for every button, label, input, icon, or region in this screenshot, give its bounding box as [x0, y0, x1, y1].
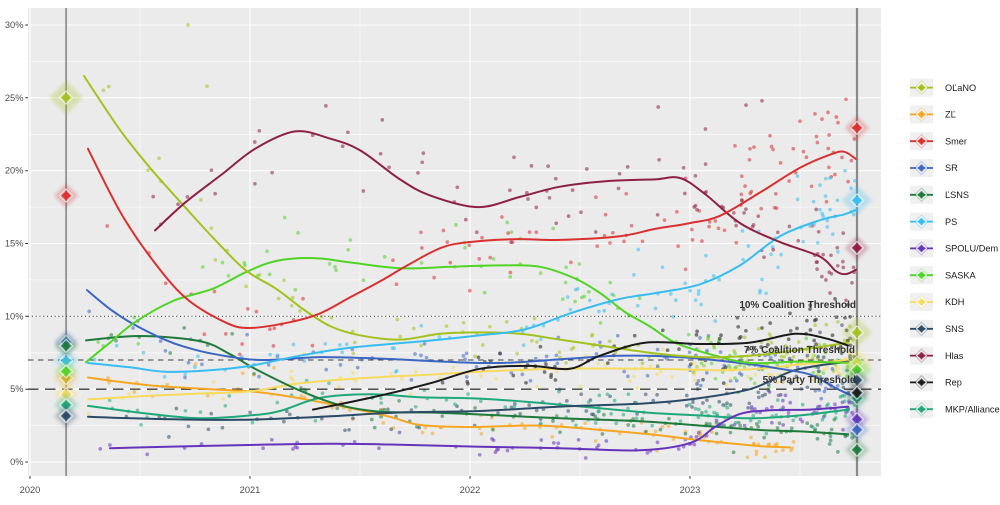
svg-text:2023: 2023 — [680, 485, 701, 495]
svg-text:5%: 5% — [10, 384, 23, 394]
svg-text:25%: 25% — [5, 93, 24, 103]
svg-text:20%: 20% — [5, 166, 24, 176]
svg-text:Hlas: Hlas — [945, 351, 964, 361]
svg-text:ĽSNS: ĽSNS — [945, 190, 969, 200]
svg-text:SR: SR — [945, 163, 958, 173]
svg-text:2020: 2020 — [20, 485, 41, 495]
svg-text:ZĽ: ZĽ — [945, 110, 956, 120]
svg-text:KDH: KDH — [945, 297, 964, 307]
svg-text:7% Coalition Threshold: 7% Coalition Threshold — [744, 345, 855, 356]
svg-text:15%: 15% — [5, 239, 24, 249]
svg-text:SNS: SNS — [945, 324, 964, 334]
svg-text:OĽaNO: OĽaNO — [945, 83, 976, 93]
svg-text:30%: 30% — [5, 20, 24, 30]
svg-text:Smer: Smer — [945, 136, 967, 146]
svg-text:MKP/Alliance: MKP/Alliance — [945, 404, 1000, 414]
svg-text:Rep: Rep — [945, 378, 962, 388]
svg-text:10% Coalition Threshold: 10% Coalition Threshold — [739, 300, 856, 311]
svg-text:2022: 2022 — [460, 485, 481, 495]
svg-text:SASKA: SASKA — [945, 270, 977, 280]
svg-text:0%: 0% — [10, 457, 23, 467]
svg-text:5% Party Threshold: 5% Party Threshold — [763, 375, 856, 386]
svg-text:PS: PS — [945, 217, 957, 227]
svg-text:SPOLU/Dem: SPOLU/Dem — [945, 244, 998, 254]
svg-text:10%: 10% — [5, 311, 24, 321]
svg-text:2021: 2021 — [240, 485, 261, 495]
